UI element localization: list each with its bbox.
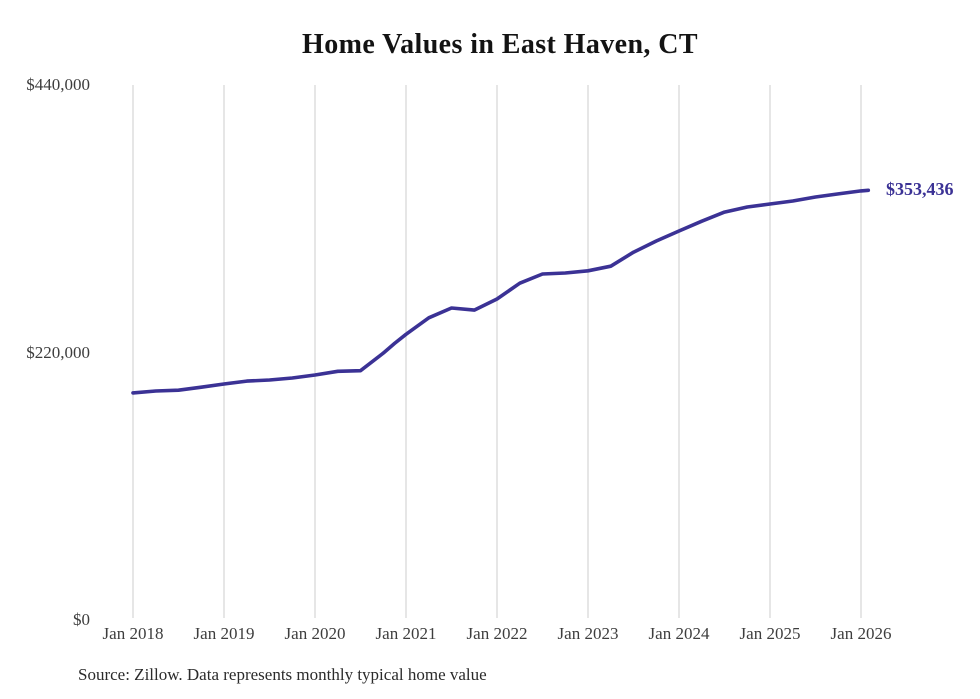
x-tick-label: Jan 2022 (466, 624, 528, 643)
chart-title: Home Values in East Haven, CT (302, 29, 698, 60)
home-value-line (131, 188, 871, 395)
x-tick-label: Jan 2023 (557, 624, 619, 643)
latest-value-label: $353,436 (886, 179, 954, 200)
vertical-gridlines (132, 85, 862, 618)
x-tick-label: Jan 2026 (830, 624, 892, 643)
x-tick-label: Jan 2018 (102, 624, 164, 643)
x-tick-label: Jan 2025 (739, 624, 801, 643)
x-tick-label: Jan 2020 (284, 624, 346, 643)
y-tick-label: $220,000 (26, 342, 90, 362)
x-tick-label: Jan 2021 (375, 624, 437, 643)
y-tick-label: $440,000 (26, 75, 90, 94)
x-tick-label: Jan 2019 (193, 624, 255, 643)
y-tick-label: $0 (73, 610, 90, 629)
source-note: Source: Zillow. Data represents monthly … (78, 665, 487, 684)
x-tick-label: Jan 2024 (648, 624, 710, 643)
